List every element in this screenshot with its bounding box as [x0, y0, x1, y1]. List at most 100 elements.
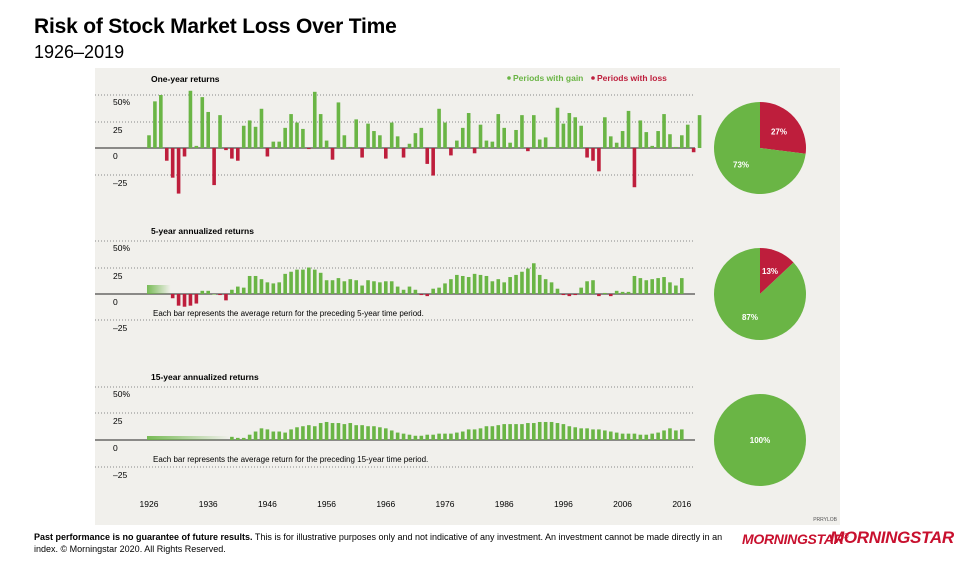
bar	[585, 281, 589, 294]
bar	[312, 91, 317, 148]
bar	[668, 428, 672, 440]
bar	[265, 282, 270, 294]
x-tick-label: 1936	[199, 499, 218, 509]
bar	[206, 111, 210, 148]
bar	[478, 124, 483, 148]
bar	[277, 141, 282, 148]
bar	[561, 123, 566, 148]
pie-label-gain: 73%	[733, 161, 749, 170]
y-tick-label: –25	[113, 178, 127, 188]
pie-label-gain: 100%	[750, 436, 770, 445]
legend-marker	[591, 76, 595, 80]
pie-slice-gain	[714, 394, 806, 486]
bar	[496, 114, 501, 148]
bar	[502, 424, 506, 440]
bar	[573, 117, 578, 148]
bar	[603, 117, 607, 148]
bar	[603, 430, 607, 440]
bar	[360, 285, 364, 294]
bar	[318, 272, 323, 294]
bar	[626, 433, 631, 440]
pie-slice-loss	[760, 248, 794, 294]
bar	[608, 136, 613, 148]
bar	[573, 294, 578, 296]
bar	[384, 148, 388, 159]
panel-title: One-year returns	[151, 74, 220, 84]
bar	[389, 122, 394, 148]
bar	[680, 278, 684, 294]
bar	[301, 269, 305, 294]
bar	[567, 294, 572, 297]
bar	[437, 287, 441, 294]
bar	[372, 426, 376, 440]
bar	[443, 283, 447, 294]
bar	[236, 148, 240, 161]
bar	[407, 286, 412, 294]
bar	[176, 294, 181, 306]
bar	[425, 148, 430, 164]
bar	[301, 128, 305, 148]
x-tick-label: 1956	[317, 499, 336, 509]
bar	[455, 432, 459, 440]
bar	[348, 146, 353, 148]
bar	[312, 269, 317, 294]
disclaimer: Past performance is no guarantee of futu…	[34, 531, 734, 555]
bar	[638, 120, 643, 148]
bar	[265, 429, 270, 440]
bar	[372, 281, 376, 294]
bar	[188, 294, 193, 306]
x-tick-label: 2016	[672, 499, 691, 509]
bar	[650, 145, 654, 148]
bar	[567, 113, 572, 148]
bar	[336, 423, 341, 440]
bar	[638, 434, 643, 440]
bar	[668, 134, 672, 148]
bar	[449, 148, 453, 156]
bar	[478, 428, 483, 440]
bar	[573, 427, 578, 440]
lead-in-bar	[147, 285, 171, 294]
bar	[253, 126, 258, 148]
bar	[354, 280, 358, 294]
bar	[283, 127, 287, 148]
bar	[212, 294, 216, 295]
bar	[549, 421, 554, 440]
bar	[668, 282, 672, 294]
bar	[395, 136, 400, 148]
bar	[460, 127, 465, 148]
x-tick-label: 1996	[554, 499, 573, 509]
bar	[650, 279, 654, 294]
bar	[514, 424, 518, 440]
bar	[674, 146, 678, 148]
bar	[247, 434, 252, 440]
disclaimer-text: This is for illustrative purposes only a…	[34, 532, 723, 554]
bar	[496, 425, 501, 440]
bar	[543, 137, 548, 148]
bar	[502, 127, 506, 148]
bar	[236, 286, 240, 294]
legend-label: Periods with gain	[513, 73, 583, 83]
bar	[597, 148, 601, 172]
bar	[455, 274, 459, 294]
bar	[644, 434, 649, 440]
x-tick-label: 1976	[436, 499, 455, 509]
bar	[532, 115, 536, 148]
bar	[662, 277, 666, 294]
y-tick-label: 0	[113, 443, 118, 453]
bar	[425, 294, 430, 297]
bar	[579, 428, 583, 440]
bar	[549, 146, 554, 148]
bar	[307, 267, 311, 294]
bar	[614, 432, 619, 440]
y-tick-label: 25	[113, 125, 123, 135]
bar	[224, 294, 228, 301]
bar	[490, 141, 495, 148]
bar	[620, 131, 625, 148]
bar	[354, 119, 358, 148]
x-tick-label: 1966	[376, 499, 395, 509]
bar	[644, 132, 649, 148]
bar	[283, 273, 287, 294]
bar	[176, 148, 181, 194]
bar	[389, 281, 394, 294]
bar	[348, 423, 353, 440]
